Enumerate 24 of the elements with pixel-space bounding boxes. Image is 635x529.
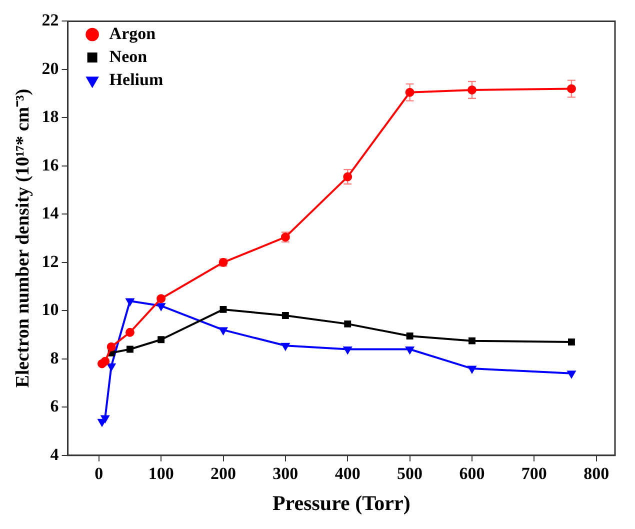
x-axis-title: Pressure (Torr) (272, 490, 410, 515)
x-tick-label: 800 (584, 464, 610, 483)
legend-label: Neon (109, 46, 148, 66)
x-tick-label: 0 (94, 464, 104, 483)
y-tick-label: 18 (42, 107, 59, 126)
y-tick-label: 10 (42, 300, 59, 320)
y-tick-label: 20 (42, 58, 59, 78)
y-tick-label: 16 (42, 155, 59, 174)
x-tick-label: 300 (272, 464, 298, 483)
y-tick-label: 6 (50, 396, 59, 416)
y-tick-label: 12 (42, 252, 59, 271)
y-axis-title: Electron number density (10¹⁷* cm⁻³) (12, 88, 34, 388)
y-tick-label: 22 (42, 10, 59, 30)
x-tick-label: 200 (210, 464, 236, 483)
x-tick-label: 500 (397, 464, 423, 483)
y-tick-label: 8 (50, 348, 59, 368)
y-tick-label: 4 (50, 444, 60, 464)
y-tick-label: 14 (42, 204, 60, 223)
x-tick-label: 600 (459, 464, 485, 483)
x-tick-label: 100 (148, 464, 174, 483)
x-tick-label: 400 (334, 464, 360, 483)
legend-label: Helium (109, 70, 164, 89)
x-tick-label: 700 (521, 464, 547, 483)
legend-label: Argon (109, 24, 156, 43)
